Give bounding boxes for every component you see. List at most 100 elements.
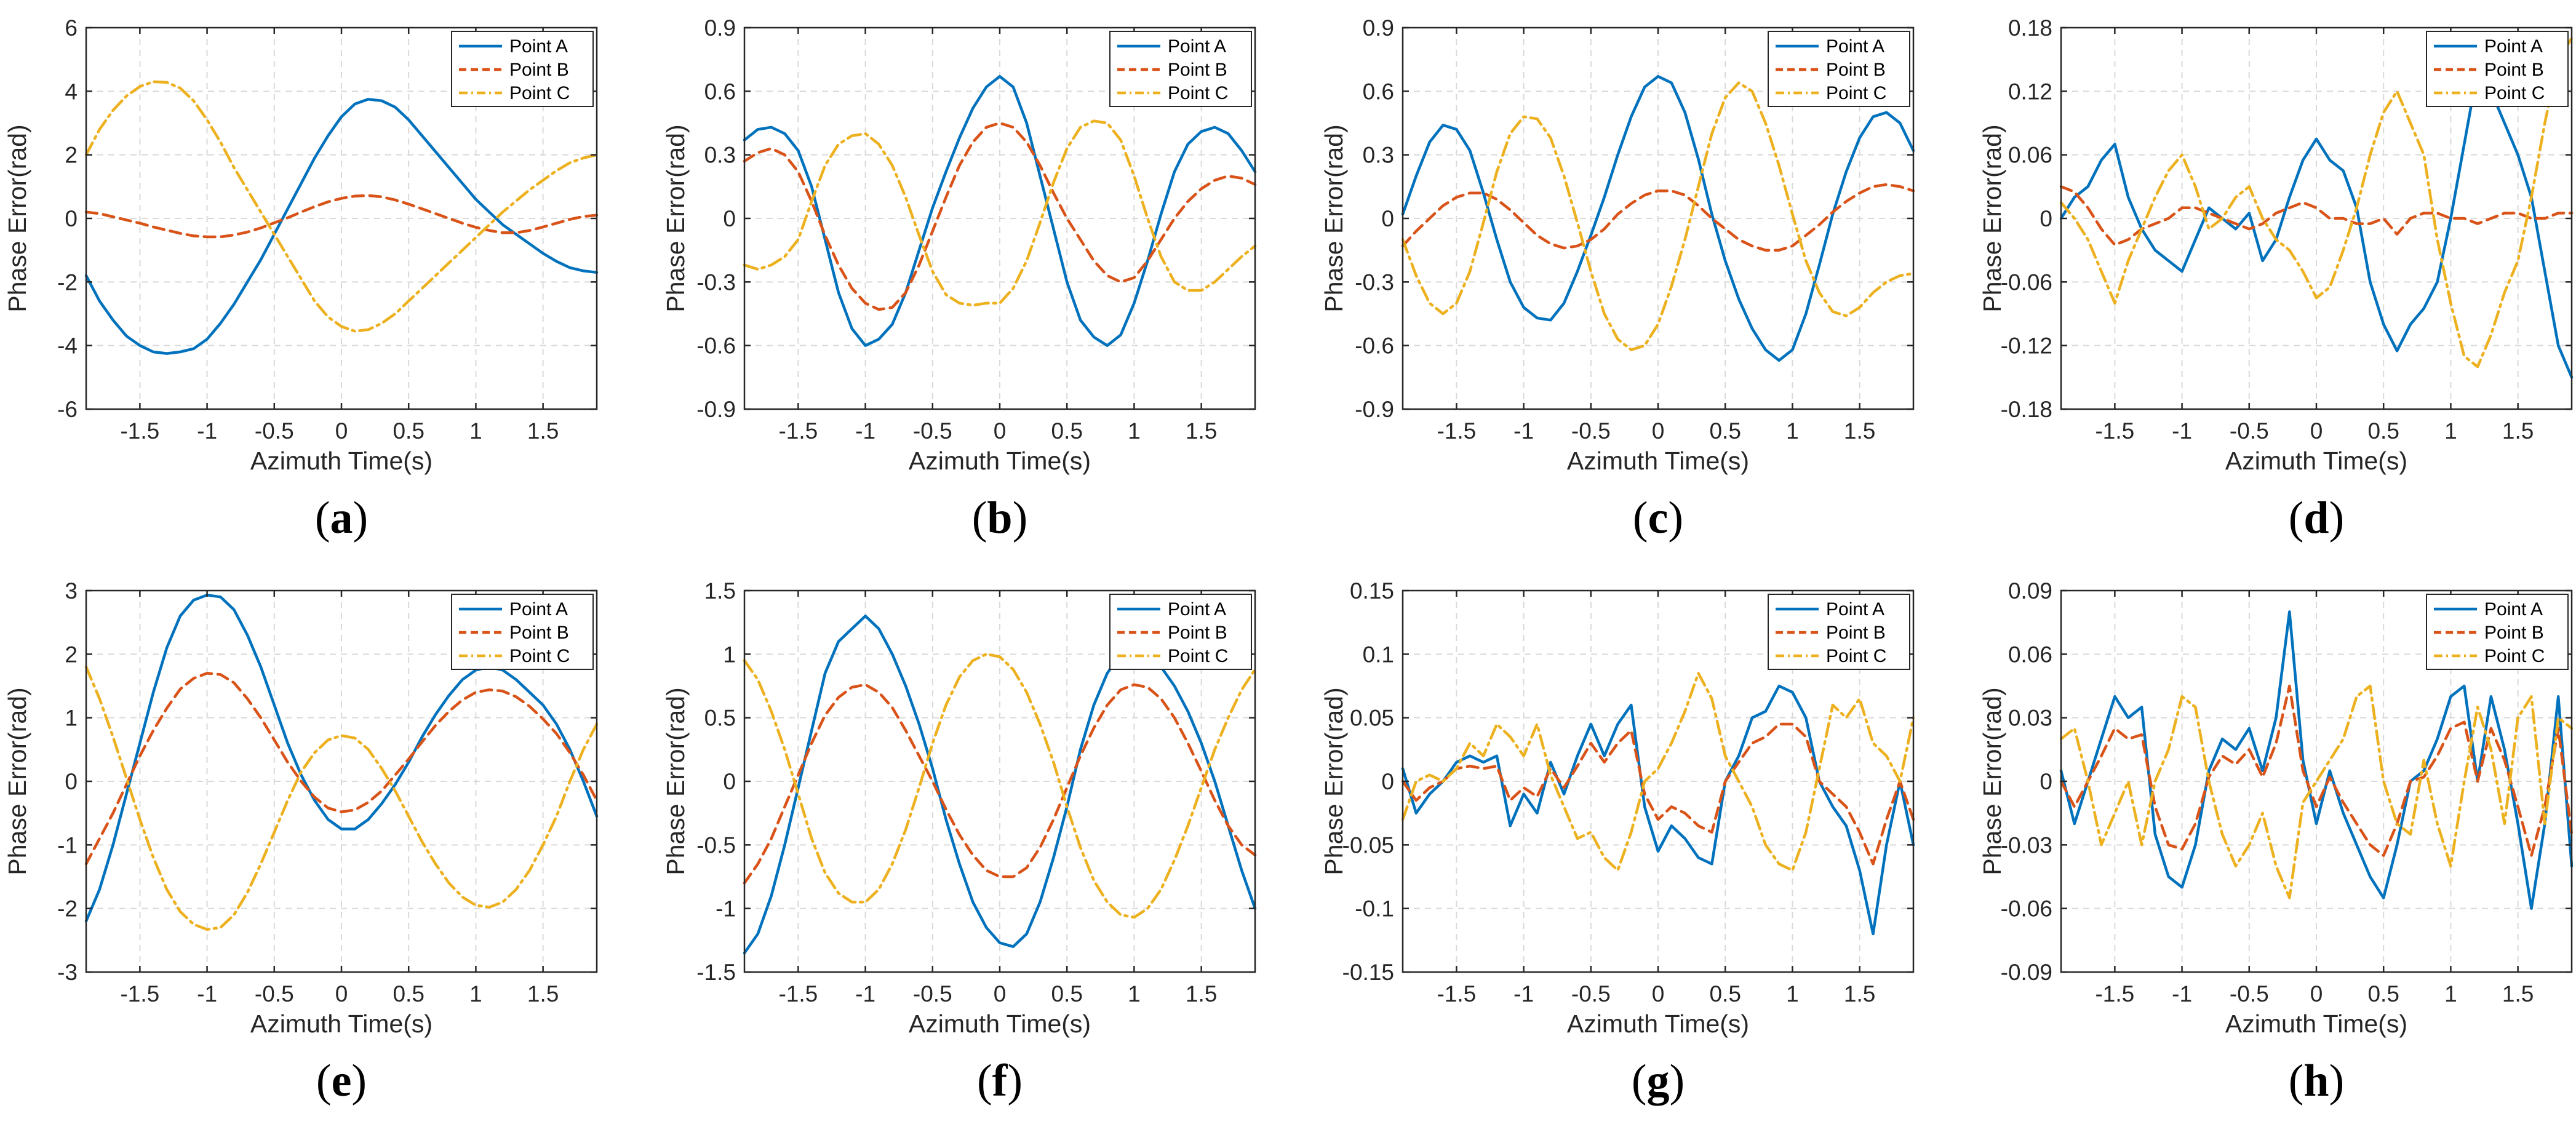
x-tick-label: 1.5 xyxy=(527,418,559,444)
series-line-point-a xyxy=(1401,684,1915,936)
x-tick-label: -1.5 xyxy=(120,981,159,1006)
chart-e: -1.5 -1 -0.5 0 0.5 1 1.5 -3 -2 -1 0 1 2 3 Azimuth Time… xyxy=(3,578,599,1038)
x-tick-label: 1 xyxy=(1786,418,1799,444)
y-tick-label: -0.3 xyxy=(696,269,736,295)
chart-f: -1.5 -1 -0.5 0 0.5 1 1.5 -1.5 -1 -0.5 0 0.5 1 1.5 Azim… xyxy=(661,578,1257,1038)
x-axis-label: Azimuth Time(s) xyxy=(250,447,433,475)
x-tick-label: 0 xyxy=(2310,418,2323,444)
legend-entry-point-b: Point B xyxy=(509,60,569,80)
x-tick-label: 1 xyxy=(1786,981,1799,1006)
series-line-point-c xyxy=(84,665,599,931)
x-tick-label: 1.5 xyxy=(1844,418,1875,444)
y-axis-label: Phase Error(rad) xyxy=(1320,124,1348,312)
chart-g: -1.5 -1 -0.5 0 0.5 1 1.5 -0.15 -0.1 -0.05 0 0.05 0.1… xyxy=(1320,578,1915,1038)
x-tick-label: 1 xyxy=(469,418,482,444)
x-tick-label: 1.5 xyxy=(1186,418,1217,444)
legend-entry-point-a: Point A xyxy=(2484,599,2543,620)
y-tick-label: 0.15 xyxy=(1350,578,1394,604)
x-axis-label: Azimuth Time(s) xyxy=(909,1010,1091,1038)
y-tick-label: -2 xyxy=(57,896,78,922)
series-line-point-b xyxy=(84,672,599,866)
x-tick-label: -1.5 xyxy=(1437,418,1476,444)
y-tick-label: 0.09 xyxy=(2008,578,2052,604)
legend-entry-point-c: Point C xyxy=(2484,646,2545,666)
y-tick-label: 2 xyxy=(65,642,78,667)
series-line-point-a xyxy=(84,593,599,923)
legend-entry-point-c: Point C xyxy=(1826,646,1886,666)
x-tick-label: 0.5 xyxy=(1051,418,1082,444)
series-line-point-a xyxy=(743,74,1257,347)
x-tick-label: -0.5 xyxy=(1571,981,1611,1006)
y-tick-label: -0.3 xyxy=(1355,269,1394,295)
y-axis-label: Phase Error(rad) xyxy=(661,687,690,875)
series-line-point-c xyxy=(743,653,1257,919)
subfigure-label: (g) xyxy=(1631,1056,1685,1106)
x-tick-label: 0.5 xyxy=(393,981,424,1006)
x-axis-label: Azimuth Time(s) xyxy=(909,447,1091,475)
y-tick-label: -1.5 xyxy=(696,960,736,985)
y-tick-label: 1 xyxy=(723,642,736,667)
series-line-point-c xyxy=(1401,672,1915,872)
x-tick-label: 1 xyxy=(2444,418,2457,444)
y-tick-label: 1 xyxy=(65,706,78,731)
subfigure-label: (h) xyxy=(2288,1056,2345,1106)
legend-entry-point-c: Point C xyxy=(1826,83,1886,103)
x-tick-label: -1 xyxy=(855,981,875,1006)
series-line-point-a xyxy=(743,615,1257,955)
y-tick-label: 0.5 xyxy=(704,706,736,731)
subfigure-label: (d) xyxy=(2288,493,2345,543)
series-line-point-c xyxy=(1401,81,1915,351)
x-axis-label: Azimuth Time(s) xyxy=(250,1010,433,1038)
x-tick-label: 0 xyxy=(335,981,348,1006)
y-tick-label: -0.5 xyxy=(696,832,736,858)
y-tick-label: -0.03 xyxy=(2001,832,2052,858)
y-tick-label: 0.06 xyxy=(2008,642,2052,667)
x-tick-label: -1.5 xyxy=(778,981,818,1006)
legend-entry-point-b: Point B xyxy=(1826,60,1886,80)
y-tick-label: -0.06 xyxy=(2001,896,2052,922)
y-tick-label: 0.3 xyxy=(704,143,736,168)
y-tick-label: 0 xyxy=(723,769,736,794)
x-axis-label: Azimuth Time(s) xyxy=(1567,1010,1749,1038)
series-line-point-b xyxy=(743,121,1257,311)
legend-entry-point-b: Point B xyxy=(2484,623,2544,643)
x-tick-label: 0 xyxy=(2310,981,2323,1006)
x-tick-label: 0 xyxy=(994,981,1007,1006)
x-tick-label: -0.5 xyxy=(2230,418,2269,444)
y-tick-label: 0 xyxy=(2040,769,2052,794)
x-tick-label: 1.5 xyxy=(2502,981,2534,1006)
chart-c: -1.5 -1 -0.5 0 0.5 1 1.5 -0.9 -0.6 -0.3 0 0.3 0.6 0.9… xyxy=(1320,15,1915,475)
x-tick-label: 0.5 xyxy=(2367,981,2399,1006)
x-tick-label: -0.5 xyxy=(1571,418,1611,444)
x-axis-label: Azimuth Time(s) xyxy=(2225,1010,2407,1038)
y-tick-label: -0.6 xyxy=(696,333,736,359)
y-tick-label: 0 xyxy=(2040,206,2052,231)
y-axis-label: Phase Error(rad) xyxy=(661,124,690,312)
y-tick-label: 0 xyxy=(1381,206,1394,231)
legend: Point A Point B Point C xyxy=(1768,594,1910,670)
y-tick-label: 2 xyxy=(65,143,78,168)
y-tick-label: -0.09 xyxy=(2001,960,2052,985)
series-line-point-b xyxy=(2059,185,2574,247)
legend-entry-point-a: Point A xyxy=(2484,36,2543,57)
subfigure-label: (f) xyxy=(977,1056,1023,1106)
subfigure-label: (c) xyxy=(1632,493,1684,543)
legend-entry-point-c: Point C xyxy=(509,83,570,103)
series-line-point-b xyxy=(2059,684,2574,857)
y-tick-label: 0.9 xyxy=(1363,15,1394,41)
legend-entry-point-b: Point B xyxy=(1168,60,1227,80)
x-tick-label: -1 xyxy=(2172,418,2192,444)
y-tick-label: 0.6 xyxy=(704,79,736,104)
series-line-point-a xyxy=(1401,74,1915,362)
series-line-point-c xyxy=(84,80,599,333)
y-tick-label: -0.9 xyxy=(1355,397,1394,422)
series-line-point-b xyxy=(84,194,599,239)
x-tick-label: -0.5 xyxy=(255,418,294,444)
y-tick-label: 0.18 xyxy=(2008,15,2052,41)
legend-entry-point-c: Point C xyxy=(1168,646,1228,666)
legend: Point A Point B Point C xyxy=(1109,594,1252,670)
y-axis-label: Phase Error(rad) xyxy=(3,124,31,312)
y-axis-label: Phase Error(rad) xyxy=(1320,687,1348,875)
series-line-point-c xyxy=(2059,36,2574,369)
